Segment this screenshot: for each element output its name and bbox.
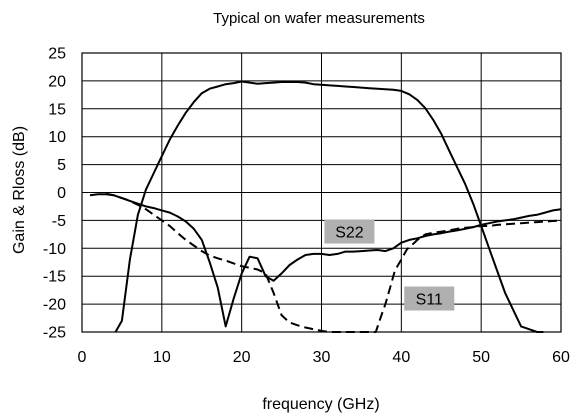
- callout-box: [404, 286, 455, 311]
- series-line-s11: [105, 192, 562, 333]
- y-tick-label: -5: [52, 213, 66, 230]
- callout-label: S22: [335, 225, 364, 242]
- x-tick-label: 40: [392, 349, 410, 366]
- callout-s11: S11: [404, 286, 455, 311]
- grid: [81, 52, 562, 333]
- chart-title: Typical on wafer measurements: [213, 10, 425, 27]
- y-tick-label: 15: [48, 101, 66, 118]
- callout-box: [324, 219, 375, 244]
- y-tick-label: 20: [48, 73, 66, 90]
- callout-label: S11: [416, 292, 443, 309]
- x-tick-label: 0: [78, 349, 87, 366]
- y-tick-label: -15: [43, 269, 66, 286]
- y-tick-label: 5: [57, 157, 66, 174]
- x-tick-label: 10: [153, 349, 171, 366]
- y-tick-label: -20: [43, 297, 66, 314]
- x-tick-label: 50: [472, 349, 490, 366]
- y-tick-label: -25: [43, 325, 66, 342]
- y-tick-label: 10: [48, 129, 66, 146]
- y-axis-label: Gain & Rloss (dB): [11, 126, 28, 254]
- x-tick-labels: 0 10 20 30 40 50 60: [78, 349, 570, 366]
- y-tick-label: -10: [43, 241, 66, 258]
- plot-frame: [81, 52, 562, 333]
- y-tick-label: 0: [57, 185, 66, 202]
- y-tick-label: 25: [48, 46, 66, 63]
- series-line-gain: [114, 80, 544, 333]
- x-axis-label: frequency (GHz): [262, 396, 379, 413]
- callout-s22: S22: [324, 219, 375, 244]
- series-line-s22: [89, 193, 562, 328]
- series-group: [89, 80, 562, 333]
- x-tick-label: 60: [552, 349, 570, 366]
- callouts: S22 S11: [324, 219, 455, 311]
- y-tick-labels: 25 20 15 10 5 0 -5 -10 -15 -20 -25: [43, 46, 66, 342]
- x-tick-label: 20: [233, 349, 251, 366]
- x-tick-label: 30: [313, 349, 331, 366]
